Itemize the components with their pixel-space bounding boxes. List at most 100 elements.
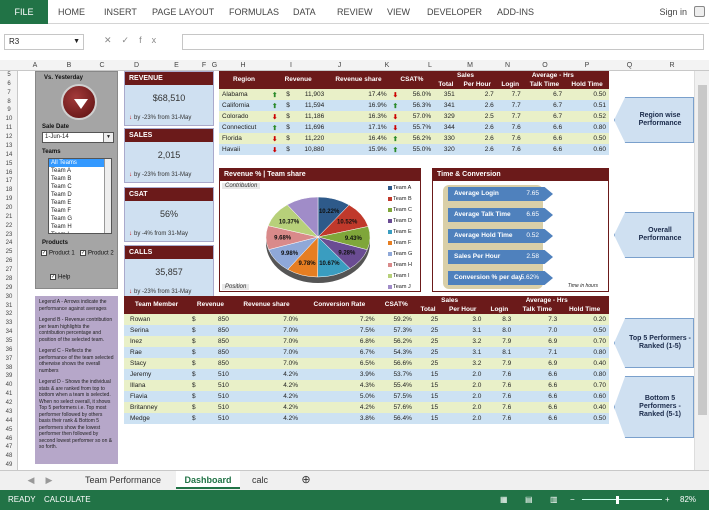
team-option[interactable]: Team I [49, 231, 111, 233]
col-header-J[interactable]: J [337, 62, 342, 69]
name-box[interactable]: R3 ▼ [4, 34, 84, 50]
next-sheet-icon[interactable]: ▶ [45, 475, 53, 485]
col-header-B[interactable]: B [66, 62, 72, 69]
row-header-31[interactable]: 31 [5, 302, 13, 309]
col-header-F[interactable]: F [201, 62, 207, 69]
row-header-48[interactable]: 48 [5, 453, 13, 460]
check-icon[interactable]: ✓ [80, 250, 86, 256]
team-option[interactable]: All Teams [49, 159, 111, 167]
row-header-39[interactable]: 39 [5, 373, 13, 380]
row-header-20[interactable]: 20 [5, 205, 13, 211]
team-option[interactable]: Team B [51, 176, 72, 182]
row-header-28[interactable]: 28 [5, 275, 13, 282]
ribbon-tab-7[interactable]: DEVELOPER [427, 7, 483, 17]
row-header-47[interactable]: 47 [5, 444, 13, 451]
pie-slice-team-j[interactable] [286, 196, 319, 238]
teams-listbox[interactable]: All Teams Team A Team B Team C Team D Team E T… [48, 158, 112, 234]
zoom-slider[interactable] [582, 499, 662, 500]
row-header-27[interactable]: 27 [5, 267, 13, 274]
zoom-in-icon[interactable]: + [665, 495, 670, 504]
zoom-slider-thumb[interactable] [616, 496, 619, 504]
row-header-41[interactable]: 41 [5, 391, 13, 398]
chevron-down-icon[interactable]: ▼ [103, 133, 113, 142]
zoom-out-icon[interactable]: − [570, 495, 575, 504]
row-header-24[interactable]: 24 [5, 240, 13, 247]
page-layout-icon[interactable]: ▤ [525, 495, 533, 504]
col-header-K[interactable]: K [384, 62, 390, 69]
fx-icon[interactable]: fx [139, 35, 167, 45]
col-header-N[interactable]: N [504, 62, 511, 69]
product2-checkbox[interactable]: ✓ Product 2 [80, 250, 114, 257]
team-option[interactable]: Team F [51, 208, 72, 214]
row-header-17[interactable]: 17 [5, 178, 13, 185]
check-icon[interactable]: ✓ [41, 250, 47, 256]
sign-in-link[interactable]: Sign in [659, 7, 687, 17]
col-header-D[interactable]: D [133, 62, 140, 69]
confirm-icon[interactable]: ✓ [121, 35, 140, 45]
row-header-38[interactable]: 38 [5, 364, 13, 371]
col-header-C[interactable]: C [99, 62, 105, 69]
row-header-11[interactable]: 11 [5, 125, 13, 132]
row-header-12[interactable]: 12 [5, 134, 13, 141]
col-header-H[interactable]: H [240, 62, 246, 69]
team-option[interactable]: Team G [51, 216, 73, 222]
row-header-34[interactable]: 34 [5, 329, 13, 336]
row-header-8[interactable]: 8 [7, 98, 11, 105]
col-header-O[interactable]: O [542, 62, 548, 69]
check-icon[interactable]: ✓ [50, 274, 56, 280]
row-header-37[interactable]: 37 [5, 355, 13, 362]
toggle-button[interactable] [61, 84, 97, 120]
ribbon-tab-1[interactable]: INSERT [104, 7, 137, 17]
listbox-scrollbar[interactable] [104, 159, 111, 233]
zoom-level[interactable]: 82% [680, 495, 697, 504]
col-header-A[interactable]: A [32, 62, 38, 69]
row-header-13[interactable]: 13 [5, 142, 13, 149]
row-header-21[interactable]: 21 [5, 213, 13, 220]
avatar-icon[interactable] [694, 6, 705, 17]
col-header-G[interactable]: G [211, 62, 218, 69]
page-break-icon[interactable]: ▥ [550, 495, 558, 504]
row-header-19[interactable]: 19 [5, 196, 13, 203]
sale-date-dropdown[interactable]: 1-Jun-14 ▼ [42, 132, 114, 143]
col-header-I[interactable]: I [290, 62, 292, 69]
cancel-icon[interactable]: ✕ [104, 35, 122, 45]
row-header-14[interactable]: 14 [5, 151, 13, 158]
ribbon-tab-3[interactable]: FORMULAS [229, 7, 280, 17]
prev-sheet-icon[interactable]: ◀ [27, 475, 35, 485]
tab-calc[interactable]: calc [251, 475, 268, 485]
team-option[interactable]: Team H [51, 224, 72, 230]
col-header-Q[interactable]: Q [626, 62, 633, 69]
status-calculate[interactable]: CALCULATE [44, 495, 91, 504]
tab-dashboard[interactable]: Dashboard [176, 471, 240, 489]
col-header-M[interactable]: M [467, 62, 473, 69]
team-option[interactable]: Team D [51, 192, 72, 198]
row-header-18[interactable]: 18 [5, 187, 13, 194]
formula-input[interactable] [182, 34, 704, 50]
ribbon-tab-6[interactable]: VIEW [387, 7, 411, 17]
file-tab[interactable]: FILE [0, 0, 48, 24]
row-header-49[interactable]: 49 [5, 462, 13, 469]
row-header-22[interactable]: 22 [5, 222, 13, 229]
team-option[interactable]: Team C [51, 184, 72, 190]
ribbon-tab-5[interactable]: REVIEW [337, 7, 373, 17]
row-header-10[interactable]: 10 [5, 116, 13, 123]
row-header-16[interactable]: 16 [5, 169, 13, 176]
help-checkbox[interactable]: ✓ Help [50, 274, 70, 281]
row-header-40[interactable]: 40 [5, 382, 13, 389]
vertical-scrollbar[interactable] [694, 71, 709, 470]
scrollbar-thumb[interactable] [698, 85, 707, 415]
row-header-36[interactable]: 36 [5, 346, 13, 353]
chevron-down-icon[interactable]: ▼ [73, 38, 80, 45]
tab-team-performance[interactable]: Team Performance [84, 475, 162, 485]
row-header-32[interactable]: 32 [5, 311, 13, 318]
row-header-23[interactable]: 23 [5, 231, 13, 238]
row-header-45[interactable]: 45 [5, 426, 13, 433]
row-header-30[interactable]: 30 [5, 293, 13, 300]
product1-checkbox[interactable]: ✓ Product 1 [41, 250, 75, 257]
row-header-7[interactable]: 7 [7, 89, 11, 96]
row-header-44[interactable]: 44 [5, 417, 13, 424]
col-header-E[interactable]: E [174, 62, 179, 69]
add-sheet-icon[interactable]: ⊕ [301, 474, 311, 486]
row-header-33[interactable]: 33 [5, 320, 13, 327]
team-option[interactable]: Team A [51, 168, 72, 174]
